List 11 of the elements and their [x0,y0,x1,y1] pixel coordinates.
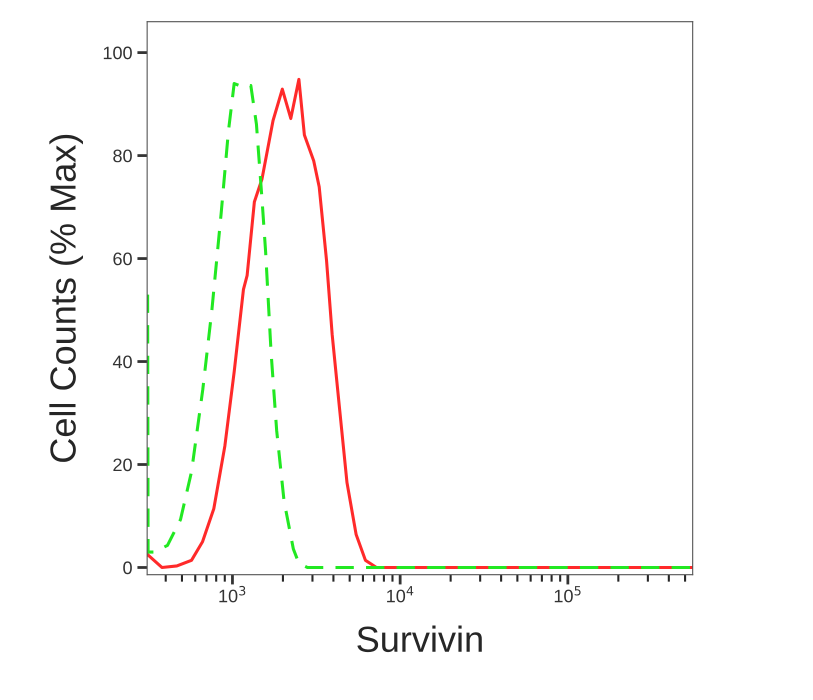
x-axis-title: Survivin [357,626,482,652]
x-tick-label: 10$^{5}$ [554,586,581,602]
y-tick-label: 100 [104,46,132,60]
y-tick-label: 0 [123,561,132,574]
x-tick-label: 10$^{3}$ [219,586,246,602]
y-axis-title: Cell Counts (% Max) [49,134,83,462]
y-tick-label: 40 [112,355,132,368]
y-tick-label: 80 [113,150,132,162]
y-tick-label: 20 [113,458,132,472]
y-tick-label: 60 [113,252,132,266]
x-tick-label: 10$^{4}$ [387,586,414,602]
